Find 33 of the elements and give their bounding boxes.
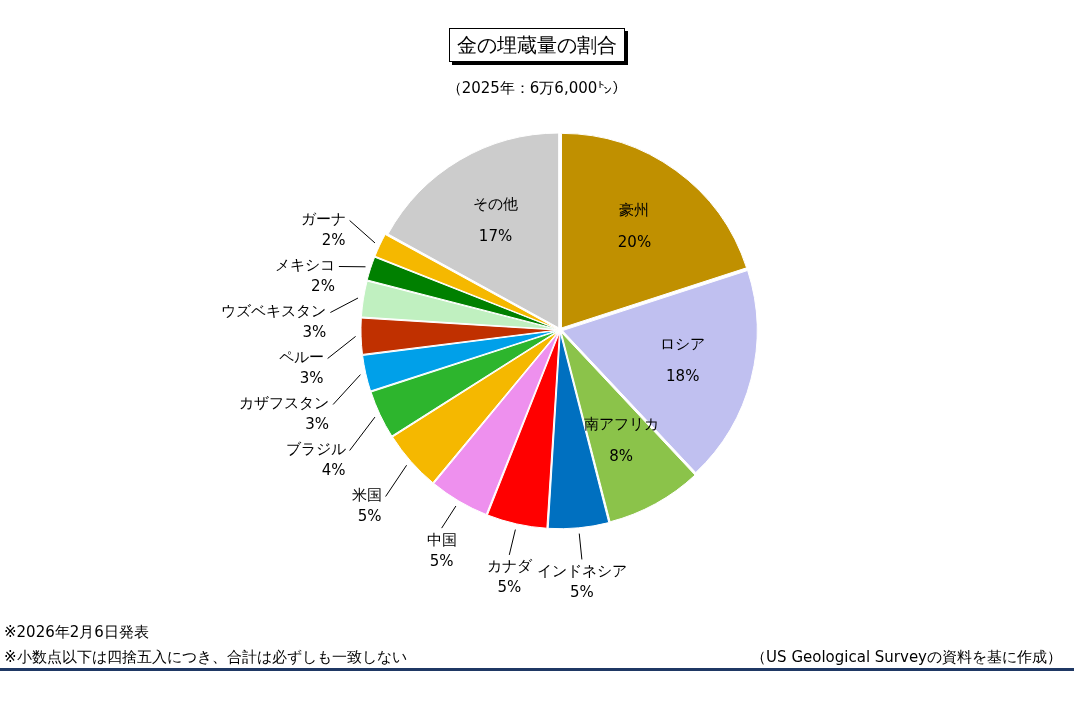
data-label: 3% xyxy=(305,415,330,434)
slice-label: 米国 xyxy=(351,486,382,505)
slice-label: インドネシア xyxy=(536,561,627,580)
slice-label: 南アフリカ xyxy=(583,414,659,433)
data-label: 2% xyxy=(321,231,346,250)
slice-label: ウズベキスタン xyxy=(221,302,327,321)
data-label: 20% xyxy=(617,233,652,252)
slice-label: カザフスタン xyxy=(239,394,330,413)
data-label: 3% xyxy=(302,323,327,342)
slice-label: ブラジル xyxy=(285,440,346,459)
data-label: 5% xyxy=(357,507,382,526)
slice-label: メキシコ xyxy=(274,256,335,275)
slice-label: ペルー xyxy=(278,348,324,367)
slice-label: カナダ xyxy=(486,557,533,576)
slice-label: 中国 xyxy=(426,530,457,549)
slice-label: ロシア xyxy=(660,335,706,354)
chart-title: 金の埋蔵量の割合 xyxy=(449,28,625,62)
data-label: 5% xyxy=(497,578,522,597)
data-label: 3% xyxy=(299,369,324,388)
data-label: 5% xyxy=(569,582,594,601)
chart-subtitle: （2025年：6万6,000㌧） xyxy=(445,78,629,98)
slice-label: 豪州 xyxy=(619,201,650,220)
text: （US Geological Surveyの資料を基に作成） xyxy=(751,647,1062,667)
text: ※2026年2月6日発表 xyxy=(4,622,149,642)
data-label: 8% xyxy=(609,446,633,465)
data-label: 5% xyxy=(429,551,454,570)
slice-label: その他 xyxy=(473,194,518,213)
data-label: 17% xyxy=(478,226,513,245)
data-label: 18% xyxy=(666,367,700,386)
text: ※小数点以下は四捨五入につき、合計は必ずしも一致しない xyxy=(4,647,407,667)
data-label: 4% xyxy=(321,461,346,480)
slice-label: ガーナ xyxy=(300,210,346,229)
data-label: 2% xyxy=(311,277,335,296)
